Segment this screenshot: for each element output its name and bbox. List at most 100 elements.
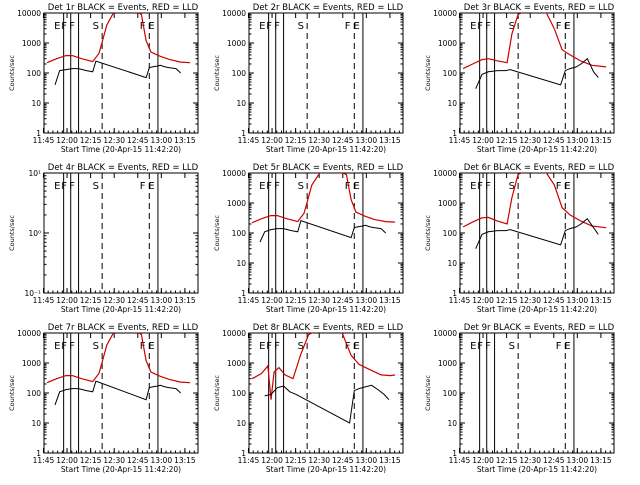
event-marker-label: E — [259, 21, 265, 32]
y-tick-label: 10 — [31, 99, 41, 108]
x-axis-label: Start Time (20-Apr-15 11:42:20) — [61, 465, 181, 474]
event-marker-label: E — [259, 181, 265, 192]
y-tick-label: 10 — [447, 259, 457, 268]
y-tick-label: 1000 — [22, 359, 41, 368]
lld-series-line — [46, 13, 191, 64]
x-tick-label: 11:45 — [33, 296, 55, 305]
events-series-line — [259, 219, 387, 243]
event-marker-label: S — [93, 181, 99, 192]
event-marker-label: F — [140, 181, 146, 192]
x-tick-label: 12:15 — [80, 456, 102, 465]
y-tick-label: 100 — [443, 69, 458, 78]
x-tick-label: 11:45 — [33, 456, 55, 465]
x-tick-label: 12:30 — [308, 136, 330, 145]
x-tick-label: 12:30 — [103, 296, 125, 305]
event-marker-label: F — [274, 181, 280, 192]
y-tick-label: 100 — [232, 229, 247, 238]
axes-frame — [459, 172, 615, 294]
y-tick-label: 1000 — [438, 199, 457, 208]
y-tick-label: 10000 — [222, 9, 246, 18]
detector-panel: Det 4r BLACK = Events, RED = LLD 10⁻¹ 10⁰ 1… — [8, 163, 199, 314]
x-tick-label: 12:45 — [127, 456, 149, 465]
y-tick-label: 100 — [27, 69, 42, 78]
x-tick-label: 13:00 — [567, 136, 589, 145]
event-marker-label: F — [556, 21, 562, 32]
y-tick-label: 1 — [452, 129, 457, 138]
y-tick-label: 10000 — [17, 329, 41, 338]
y-axis-label: Counts/sec — [213, 215, 221, 251]
x-tick-label: 12:30 — [519, 296, 541, 305]
y-tick-label: 1000 — [438, 359, 457, 368]
y-tick-label: 10 — [447, 419, 457, 428]
lld-series-line — [251, 173, 396, 224]
x-tick-label: 12:30 — [308, 296, 330, 305]
detector-panel: Det 2r BLACK = Events, RED = LLD 1 10 100 10… — [213, 3, 404, 154]
x-tick-label: 12:00 — [56, 136, 78, 145]
axes-frame — [43, 172, 199, 294]
y-tick-label: 1000 — [227, 359, 246, 368]
event-marker-label: E — [353, 21, 359, 32]
x-tick-label: 12:45 — [332, 456, 354, 465]
events-series-line — [475, 57, 599, 89]
x-tick-label: 12:00 — [261, 136, 283, 145]
x-tick-label: 13:00 — [356, 456, 378, 465]
y-tick-label: 10 — [236, 419, 246, 428]
event-marker-label: S — [93, 21, 99, 32]
x-tick-label: 13:15 — [590, 136, 612, 145]
y-tick-label: 10 — [236, 99, 246, 108]
event-marker-label: E — [564, 341, 570, 352]
event-marker-label: E — [564, 21, 570, 32]
x-axis-label: Start Time (20-Apr-15 11:42:20) — [266, 145, 386, 154]
events-series-line — [264, 384, 390, 424]
y-tick-label: 1 — [241, 449, 246, 458]
x-tick-label: 12:45 — [543, 296, 565, 305]
event-marker-label: F — [61, 341, 67, 352]
x-tick-label: 12:30 — [519, 456, 541, 465]
event-marker-label: S — [298, 341, 304, 352]
panel-title: Det 4r BLACK = Events, RED = LLD — [48, 163, 199, 173]
event-marker-label: F — [266, 181, 272, 192]
x-tick-label: 12:00 — [56, 296, 78, 305]
panel-title: Det 7r BLACK = Events, RED = LLD — [48, 323, 199, 333]
detector-panel: Det 7r BLACK = Events, RED = LLD 1 10 100 10… — [8, 323, 199, 474]
event-marker-label: E — [148, 341, 154, 352]
detector-panel: Det 9r BLACK = Events, RED = LLD 1 10 100 10… — [424, 323, 615, 474]
y-axis-label: Counts/sec — [8, 55, 16, 91]
y-axis-label: Counts/sec — [8, 215, 16, 251]
axes-frame — [43, 12, 199, 134]
event-marker-label: E — [148, 21, 154, 32]
y-tick-label: 10⁻¹ — [24, 289, 41, 298]
x-axis-label: Start Time (20-Apr-15 11:42:20) — [477, 145, 597, 154]
x-tick-label: 13:00 — [151, 136, 173, 145]
axes-frame — [459, 332, 615, 454]
x-tick-label: 12:15 — [496, 456, 518, 465]
y-tick-label: 100 — [27, 389, 42, 398]
y-tick-label: 1000 — [227, 39, 246, 48]
x-tick-label: 12:15 — [285, 136, 307, 145]
x-tick-label: 12:30 — [103, 136, 125, 145]
x-tick-label: 12:00 — [261, 296, 283, 305]
event-marker-label: F — [274, 21, 280, 32]
event-marker-label: S — [509, 21, 515, 32]
y-tick-label: 1 — [241, 289, 246, 298]
x-tick-label: 11:45 — [238, 136, 260, 145]
panel-title: Det 2r BLACK = Events, RED = LLD — [253, 3, 404, 13]
x-tick-label: 11:45 — [449, 296, 471, 305]
x-tick-label: 11:45 — [449, 456, 471, 465]
x-tick-label: 12:30 — [519, 136, 541, 145]
detector-panel: Det 6r BLACK = Events, RED = LLD 1 10 100 10… — [424, 163, 615, 314]
panel-title: Det 8r BLACK = Events, RED = LLD — [253, 323, 404, 333]
event-marker-label: F — [477, 181, 483, 192]
x-tick-label: 13:15 — [590, 296, 612, 305]
detector-panel: Det 3r BLACK = Events, RED = LLD 1 10 100 10… — [424, 3, 615, 154]
event-marker-label: F — [140, 21, 146, 32]
x-tick-label: 12:45 — [127, 296, 149, 305]
lld-series-line — [462, 173, 607, 229]
event-marker-label: S — [509, 341, 515, 352]
event-marker-label: F — [485, 341, 491, 352]
axes-frame — [43, 332, 199, 454]
event-marker-label: E — [470, 341, 476, 352]
x-tick-label: 12:00 — [56, 456, 78, 465]
x-tick-label: 13:15 — [379, 456, 401, 465]
